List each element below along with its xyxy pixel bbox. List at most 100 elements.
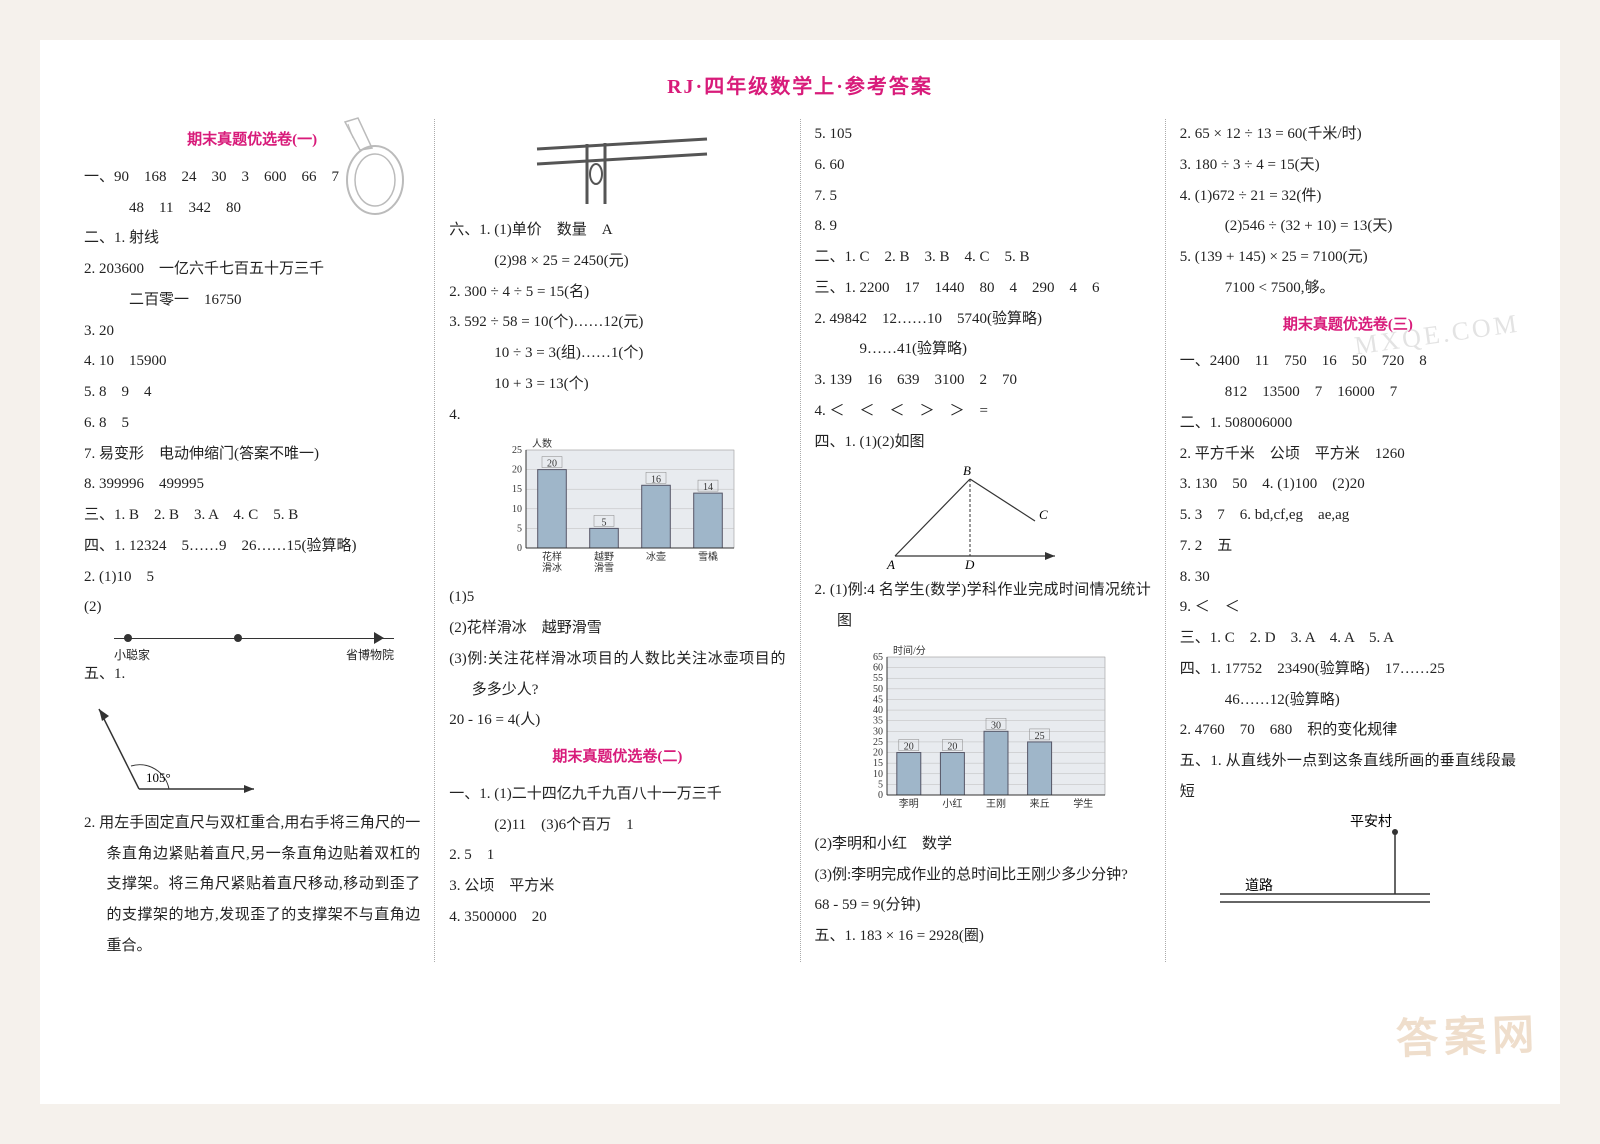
svg-text:A: A xyxy=(886,557,895,571)
c2-q6-3b: 10 ÷ 3 = 3(组)……1(个) xyxy=(449,338,785,369)
svg-text:30: 30 xyxy=(873,726,883,737)
svg-text:来丘: 来丘 xyxy=(1029,798,1049,810)
t3-q5-1: 五、1. 从直线外一点到这条直线所画的垂直线段最短 xyxy=(1180,746,1516,808)
t1-q4-2b: (2) xyxy=(84,592,420,623)
test2-title: 期末真题优选卷(二) xyxy=(449,742,785,773)
c3-q4-2c: (3)例:李明完成作业的总时间比王刚少多少分钟? xyxy=(815,860,1151,891)
t3-q4-1b: 46……12(验算略) xyxy=(1180,685,1516,716)
svg-text:20: 20 xyxy=(947,741,957,752)
t3-q1: 一、2400 11 750 16 50 720 8 xyxy=(1180,346,1516,377)
svg-text:55: 55 xyxy=(873,673,883,684)
svg-text:40: 40 xyxy=(873,705,883,716)
t3-q1b: 812 13500 7 16000 7 xyxy=(1180,377,1516,408)
page-title: RJ·四年级数学上·参考答案 xyxy=(70,70,1530,99)
c2-q6-4-3b: 20 - 16 = 4(人) xyxy=(449,705,785,736)
svg-text:60: 60 xyxy=(873,662,883,673)
svg-text:15: 15 xyxy=(873,758,883,769)
c4-l3: 4. (1)672 ÷ 21 = 32(件) xyxy=(1180,181,1516,212)
svg-text:25: 25 xyxy=(512,445,522,456)
c3-q4-2d: 68 - 59 = 9(分钟) xyxy=(815,890,1151,921)
t3-q2-7: 7. 2 五 xyxy=(1180,531,1516,562)
svg-text:学生: 学生 xyxy=(1073,797,1093,810)
svg-text:50: 50 xyxy=(873,684,883,695)
c4-l4b: 7100 < 7500,够。 xyxy=(1180,273,1516,304)
c3-q3-3: 3. 139 16 639 3100 2 70 xyxy=(815,365,1151,396)
svg-text:5: 5 xyxy=(602,518,607,529)
c3-q3-4: 4. ＜ ＜ ＜ ＞ ＞ = xyxy=(815,396,1151,427)
svg-text:平安村: 平安村 xyxy=(1350,814,1392,830)
t1-q3: 三、1. B 2. B 3. A 4. C 5. B xyxy=(84,500,420,531)
t1-q2-7: 7. 易变形 电动伸缩门(答案不唯一) xyxy=(84,439,420,470)
c3-q4-1: 四、1. (1)(2)如图 xyxy=(815,427,1151,458)
bar-chart-sports: 0510152025人数2051614花样滑冰越野滑雪冰壶雪橇 xyxy=(492,436,742,576)
t1-q4-2: 2. (1)10 5 xyxy=(84,562,420,593)
svg-text:人数: 人数 xyxy=(532,437,552,450)
c3-q5-1: 五、1. 183 × 16 = 2928(圈) xyxy=(815,921,1151,952)
svg-text:10: 10 xyxy=(873,769,883,780)
column-3: 5. 105 6. 60 7. 5 8. 9 二、1. C 2. B 3. B … xyxy=(801,119,1166,962)
road-diagram: 平安村 道路 xyxy=(1200,812,1440,912)
t3-q4-1: 四、1. 17752 23490(验算略) 17……25 xyxy=(1180,654,1516,685)
c2-q6-4: 4. xyxy=(449,400,785,431)
svg-text:20: 20 xyxy=(512,465,522,476)
t1-q2-2: 2. 203600 一亿六千七百五十万三千 xyxy=(84,254,420,285)
svg-text:花样: 花样 xyxy=(542,550,562,563)
t1-q2-5: 5. 8 9 4 xyxy=(84,377,420,408)
svg-text:冰壶: 冰壶 xyxy=(646,550,666,563)
t1-q2-6: 6. 8 5 xyxy=(84,408,420,439)
c3-l4: 8. 9 xyxy=(815,211,1151,242)
svg-text:滑雪: 滑雪 xyxy=(594,562,614,574)
c2-q6-3c: 10 + 3 = 13(个) xyxy=(449,369,785,400)
c3-l1: 5. 105 xyxy=(815,119,1151,150)
svg-text:5: 5 xyxy=(878,779,883,790)
t3-q4-2: 2. 4760 70 680 积的变化规律 xyxy=(1180,715,1516,746)
t3-q2-3: 3. 130 50 4. (1)100 (2)20 xyxy=(1180,469,1516,500)
c4-l1: 2. 65 × 12 ÷ 13 = 60(千米/时) xyxy=(1180,119,1516,150)
svg-text:20: 20 xyxy=(903,741,913,752)
c3-q3-2: 2. 49842 12……10 5740(验算略) xyxy=(815,304,1151,335)
t1-q4-1: 四、1. 12324 5……9 26……15(验算略) xyxy=(84,531,420,562)
svg-text:王刚: 王刚 xyxy=(986,798,1006,810)
svg-text:时间/分: 时间/分 xyxy=(893,644,926,657)
ring-decoration xyxy=(320,110,410,220)
svg-text:25: 25 xyxy=(873,737,883,748)
svg-text:D: D xyxy=(964,557,975,571)
c3-q2: 二、1. C 2. B 3. B 4. C 5. B xyxy=(815,242,1151,273)
c2-q6-4-1: (1)5 xyxy=(449,582,785,613)
svg-text:10: 10 xyxy=(512,504,522,515)
svg-text:105°: 105° xyxy=(146,770,171,785)
t1-q2-8: 8. 399996 499995 xyxy=(84,469,420,500)
c4-l4: 5. (139 + 145) × 25 = 7100(元) xyxy=(1180,242,1516,273)
angle-diagram: 105° xyxy=(84,694,264,804)
t3-q2-5: 5. 3 7 6. bd,cf,eg ae,ag xyxy=(1180,500,1516,531)
c2-q6-4-2: (2)花样滑冰 越野滑雪 xyxy=(449,613,785,644)
column-1: 期末真题优选卷(一) 一、90 168 24 30 3 600 66 7 48 … xyxy=(70,119,435,962)
t2-q1-1b: (2)11 (3)6个百万 1 xyxy=(449,810,785,841)
svg-text:15: 15 xyxy=(512,484,522,495)
c3-q3-2b: 9……41(验算略) xyxy=(815,334,1151,365)
c3-q4-2: 2. (1)例:4 名学生(数学)学科作业完成时间情况统计图 xyxy=(815,575,1151,637)
c2-q6-3: 3. 592 ÷ 58 = 10(个)……12(元) xyxy=(449,307,785,338)
svg-text:14: 14 xyxy=(703,482,713,493)
c2-q6-1b: (2)98 × 25 = 2450(元) xyxy=(449,246,785,277)
svg-text:25: 25 xyxy=(1034,731,1044,742)
t1-q2-3: 3. 20 xyxy=(84,316,420,347)
svg-text:45: 45 xyxy=(873,694,883,705)
t3-q2-9: 9. ＜ ＜ xyxy=(1180,592,1516,623)
bar-chart-homework: 05101520253035404550556065时间/分20203025李明… xyxy=(853,643,1113,823)
t2-q1-3: 3. 公顷 平方米 xyxy=(449,871,785,902)
svg-text:B: B xyxy=(963,463,971,478)
t1-q2-4: 4. 10 15900 xyxy=(84,346,420,377)
svg-text:16: 16 xyxy=(651,475,661,486)
svg-text:C: C xyxy=(1039,507,1048,522)
svg-text:20: 20 xyxy=(547,459,557,470)
svg-text:0: 0 xyxy=(517,543,522,554)
t3-q3: 三、1. C 2. D 3. A 4. A 5. A xyxy=(1180,623,1516,654)
svg-text:道路: 道路 xyxy=(1245,878,1273,894)
svg-text:35: 35 xyxy=(873,715,883,726)
test3-title: 期末真题优选卷(三) xyxy=(1180,310,1516,341)
t1-q2-1: 二、1. 射线 xyxy=(84,223,420,254)
t1-q2-2b: 二百零一 16750 xyxy=(84,285,420,316)
c3-l2: 6. 60 xyxy=(815,150,1151,181)
t3-q2-2: 2. 平方千米 公顷 平方米 1260 xyxy=(1180,439,1516,470)
